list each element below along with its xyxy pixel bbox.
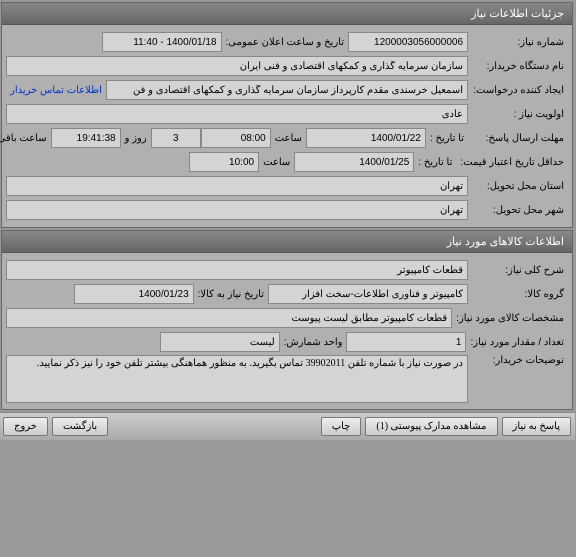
delivery-city-field[interactable] bbox=[7, 200, 469, 220]
desc-label: شرح کلی نیاز: bbox=[469, 265, 569, 276]
need-number-label: شماره نیاز: bbox=[469, 37, 569, 48]
credit-time-label: ساعت bbox=[260, 157, 295, 168]
panel2-header: اطلاعات کالاهای مورد نیاز bbox=[3, 231, 573, 253]
need-until-field[interactable] bbox=[75, 284, 195, 304]
credit-label: حداقل تاریخ اعتبار قیمت: bbox=[457, 157, 569, 168]
print-button[interactable]: چاپ bbox=[322, 417, 363, 436]
qty-field[interactable] bbox=[347, 332, 467, 352]
deadline-time-label: ساعت bbox=[272, 133, 307, 144]
back-button[interactable]: بازگشت bbox=[53, 417, 109, 436]
delivery-province-label: استان محل تحویل: bbox=[469, 181, 569, 192]
days-remaining-field[interactable] bbox=[152, 128, 202, 148]
unit-field[interactable] bbox=[161, 332, 281, 352]
priority-field[interactable] bbox=[7, 104, 469, 124]
attachments-button[interactable]: مشاهده مدارک پیوستی (1) bbox=[366, 417, 498, 436]
public-date-field[interactable] bbox=[103, 32, 223, 52]
panel2-body: شرح کلی نیاز: گروه کالا: تاریخ نیاز به ک… bbox=[3, 253, 573, 409]
buyer-note-label: توضیحات خریدار: bbox=[469, 355, 569, 366]
exit-button[interactable]: خروج bbox=[4, 417, 49, 436]
panel1-header: جزئیات اطلاعات نیاز bbox=[3, 3, 573, 25]
panel1-body: شماره نیاز: تاریخ و ساعت اعلان عمومی: نا… bbox=[3, 25, 573, 227]
group-field[interactable] bbox=[269, 284, 469, 304]
creator-field[interactable] bbox=[107, 80, 469, 100]
creator-label: ایجاد کننده درخواست: bbox=[469, 85, 569, 96]
group-label: گروه کالا: bbox=[469, 289, 569, 300]
unit-label: واحد شمارش: bbox=[281, 337, 348, 348]
deadline-date-field[interactable] bbox=[307, 128, 427, 148]
buyer-label: نام دستگاه خریدار: bbox=[469, 61, 569, 72]
need-until-label: تاریخ نیاز به کالا: bbox=[195, 289, 269, 300]
spec-label: مشخصات کالای مورد نیاز: bbox=[453, 313, 569, 324]
days-label: روز و bbox=[122, 133, 152, 144]
delivery-city-label: شهر محل تحویل: bbox=[469, 205, 569, 216]
deadline-label: مهلت ارسال پاسخ: bbox=[469, 133, 569, 144]
priority-label: اولویت نیاز : bbox=[469, 109, 569, 120]
deadline-to-label: تا تاریخ : bbox=[427, 133, 469, 144]
desc-field[interactable] bbox=[7, 260, 469, 280]
time-remaining-field[interactable] bbox=[52, 128, 122, 148]
remaining-label: ساعت باقی مانده bbox=[0, 133, 52, 144]
credit-date-field[interactable] bbox=[295, 152, 415, 172]
goods-info-panel: اطلاعات کالاهای مورد نیاز شرح کلی نیاز: … bbox=[2, 230, 574, 410]
deadline-time-field[interactable] bbox=[202, 128, 272, 148]
delivery-province-field[interactable] bbox=[7, 176, 469, 196]
spec-field[interactable] bbox=[7, 308, 453, 328]
credit-to-label: تا تاریخ : bbox=[415, 157, 457, 168]
qty-label: تعداد / مقدار مورد نیاز: bbox=[467, 337, 569, 348]
buyer-contact-link[interactable]: اطلاعات تماس خریدار bbox=[7, 85, 107, 96]
reply-button[interactable]: پاسخ به نیاز bbox=[503, 417, 573, 436]
buyer-note-field[interactable] bbox=[7, 355, 469, 403]
credit-time-field[interactable] bbox=[190, 152, 260, 172]
need-details-panel: جزئیات اطلاعات نیاز شماره نیاز: تاریخ و … bbox=[2, 2, 574, 228]
buyer-field[interactable] bbox=[7, 56, 469, 76]
public-date-label: تاریخ و ساعت اعلان عمومی: bbox=[223, 37, 350, 48]
button-bar: پاسخ به نیاز مشاهده مدارک پیوستی (1) چاپ… bbox=[0, 412, 576, 440]
need-number-field[interactable] bbox=[349, 32, 469, 52]
